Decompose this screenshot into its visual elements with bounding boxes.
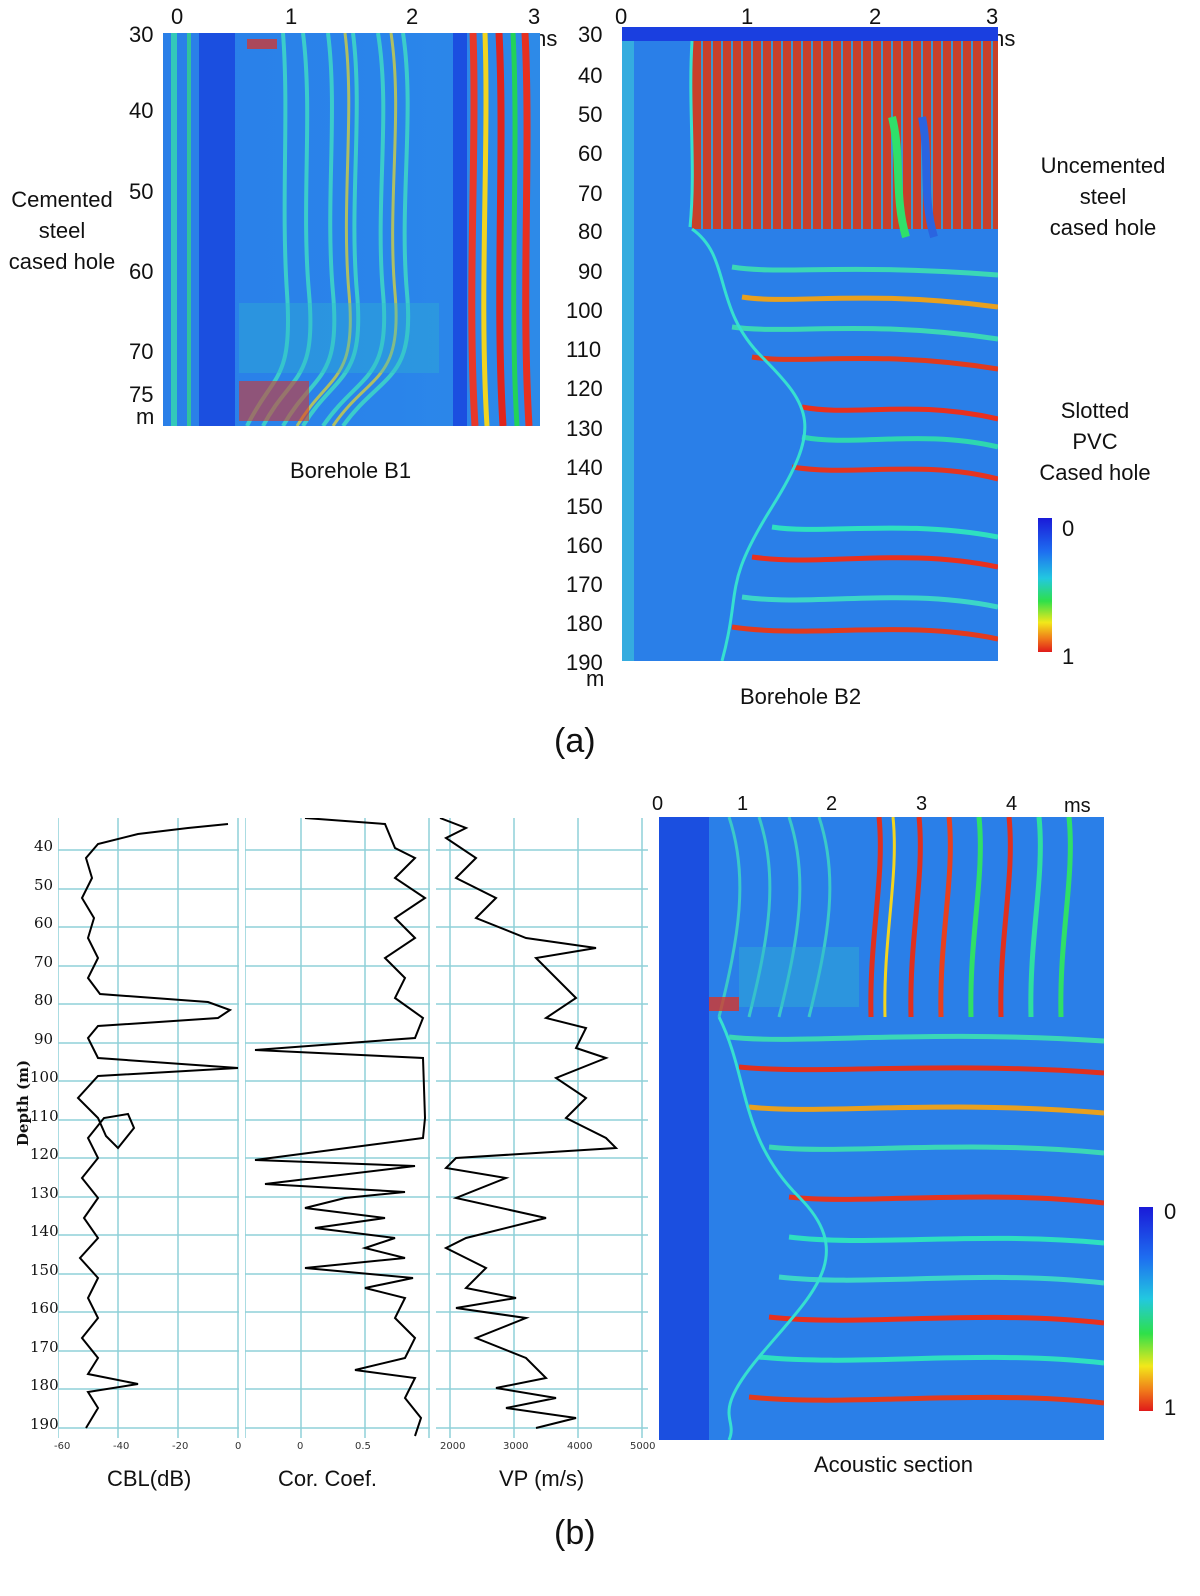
b2-depth-tick: 160 — [566, 533, 603, 558]
cbl-tick: -40 — [113, 1441, 130, 1452]
cbl-track — [58, 818, 239, 1438]
b1-depth-unit: m — [136, 404, 155, 429]
caption-a: (a) — [554, 722, 596, 760]
b2-x-tick: 1 — [741, 4, 754, 29]
cor-coef-tick: 0.5 — [355, 1441, 371, 1452]
log-depth-tick: 180 — [30, 1376, 59, 1394]
colorbar-a-bottom-label: 1 — [1062, 644, 1075, 669]
b1-title: Borehole B1 — [290, 458, 412, 483]
log-depth-tick: 80 — [34, 991, 54, 1009]
b2-depth-unit: m — [586, 666, 605, 691]
b1-depth-tick: 70 — [129, 339, 154, 364]
b2-depth-tick: 40 — [578, 63, 603, 88]
colorbar-a-top-label: 0 — [1062, 516, 1075, 541]
b1-depth-tick: 40 — [129, 98, 154, 123]
b2-depth-tick: 120 — [566, 376, 603, 401]
acoustic-section-title: Acoustic section — [814, 1452, 973, 1477]
log-depth-tick: 100 — [30, 1068, 59, 1086]
vp-tick: 2000 — [440, 1441, 466, 1452]
b1-side-label-line: cased hole — [8, 249, 116, 274]
b2-label-top: Uncemented steel cased hole — [1030, 150, 1176, 243]
log-depth-tick: 90 — [34, 1030, 54, 1048]
b2-label-bottom-line: Cased hole — [1039, 460, 1151, 485]
cor-coef-tick: 0 — [297, 1441, 304, 1452]
acoustic-x-tick: 1 — [737, 793, 749, 815]
log-depth-tick: 120 — [30, 1145, 59, 1163]
log-depth-tick: 160 — [30, 1299, 59, 1317]
b2-depth-tick: 30 — [578, 22, 603, 47]
b1-depth-tick: 75 — [129, 382, 154, 407]
b2-label-top-line: cased hole — [1049, 215, 1157, 240]
b2-x-tick: 0 — [615, 4, 628, 29]
b2-depth-tick: 180 — [566, 611, 603, 636]
log-depth-tick: 140 — [30, 1222, 59, 1240]
b2-depth-tick: 170 — [566, 572, 603, 597]
log-depth-tick: 40 — [34, 837, 54, 855]
b2-x-tick: 2 — [869, 4, 882, 29]
b2-label-bottom-line: Slotted — [1060, 398, 1130, 423]
cbl-tick: -20 — [172, 1441, 189, 1452]
b2-depth-tick: 110 — [566, 337, 602, 362]
b2-label-bottom-line: PVC — [1072, 429, 1118, 454]
cbl-tick: 0 — [235, 1441, 242, 1452]
b2-title: Borehole B2 — [740, 684, 862, 709]
cor-coef-track — [245, 818, 430, 1438]
b1-depth-tick: 60 — [129, 259, 154, 284]
b2-depth-tick: 140 — [566, 455, 603, 480]
b1-acoustic-image — [163, 33, 540, 426]
b2-depth-tick: 130 — [566, 416, 603, 441]
cbl-label: CBL(dB) — [107, 1466, 192, 1491]
b1-x-tick: 1 — [285, 4, 298, 29]
b1-depth-tick: 30 — [129, 22, 154, 47]
acoustic-x-unit: ms — [1064, 795, 1091, 817]
b2-depth-tick: 80 — [578, 219, 603, 244]
b2-label-top-line: steel — [1079, 184, 1127, 209]
b2-depth-tick: 60 — [578, 141, 603, 166]
colorbar-b-top-label: 0 — [1164, 1199, 1177, 1224]
b2-depth-tick: 50 — [578, 102, 603, 127]
b2-label-top-line: Uncemented — [1040, 153, 1166, 178]
b2-depth-tick: 100 — [566, 298, 603, 323]
b1-side-label-line: Cemented — [11, 187, 113, 212]
caption-b: (b) — [554, 1514, 596, 1552]
colorbar-a — [1038, 518, 1052, 652]
b2-label-bottom: Slotted PVC Cased hole — [1030, 395, 1160, 488]
b2-depth-tick: 70 — [578, 181, 603, 206]
b2-depth-tick: 150 — [566, 494, 603, 519]
acoustic-x-tick: 3 — [916, 793, 928, 815]
b1-side-label-line: steel — [38, 218, 86, 243]
b2-depth-tick: 190 — [566, 650, 603, 675]
log-depth-tick: 110 — [30, 1107, 59, 1125]
log-depth-tick: 170 — [30, 1338, 59, 1356]
log-depth-tick: 70 — [34, 953, 54, 971]
colorbar-b-bottom-label: 1 — [1164, 1395, 1177, 1420]
acoustic-x-tick: 0 — [652, 793, 664, 815]
vp-tick: 4000 — [567, 1441, 593, 1452]
b1-x-tick: 0 — [171, 4, 184, 29]
acoustic-x-tick: 2 — [826, 793, 838, 815]
cbl-tick: -60 — [54, 1441, 71, 1452]
cor-coef-label: Cor. Coef. — [278, 1466, 378, 1491]
vp-track — [436, 818, 648, 1438]
log-depth-tick: 150 — [30, 1261, 59, 1279]
acoustic-section-image — [659, 817, 1104, 1440]
vp-label: VP (m/s) — [499, 1466, 585, 1491]
log-depth-tick: 130 — [30, 1184, 59, 1202]
vp-tick: 5000 — [630, 1441, 656, 1452]
log-depth-tick: 50 — [34, 876, 54, 894]
b1-side-label: Cemented steel cased hole — [0, 184, 124, 277]
b1-x-tick: 2 — [406, 4, 419, 29]
colorbar-b — [1139, 1207, 1153, 1411]
log-depth-tick: 60 — [34, 914, 54, 932]
b1-depth-tick: 50 — [129, 179, 154, 204]
b2-depth-tick: 90 — [578, 259, 603, 284]
log-depth-tick: 190 — [30, 1415, 59, 1433]
acoustic-x-tick: 4 — [1006, 793, 1018, 815]
vp-tick: 3000 — [503, 1441, 529, 1452]
b2-acoustic-image — [622, 27, 998, 661]
